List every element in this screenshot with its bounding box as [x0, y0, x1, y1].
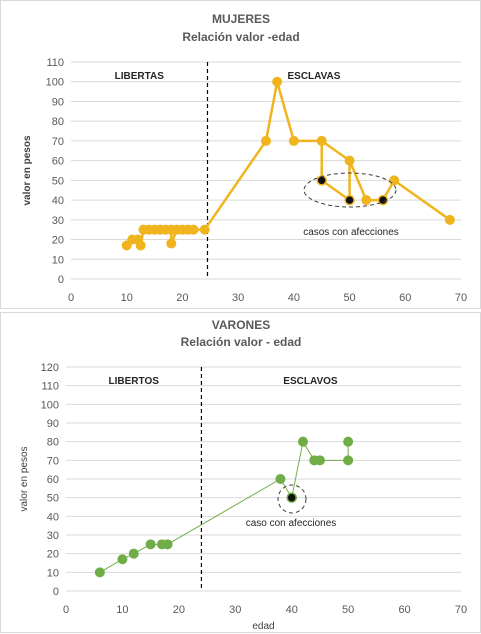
y-tick-label: 70: [52, 136, 64, 148]
x-tick-label: 0: [68, 292, 74, 304]
x-tick-label: 10: [116, 604, 128, 616]
y-tick-label: 100: [41, 399, 59, 411]
x-tick-label: 20: [176, 292, 188, 304]
x-tick-label: 30: [229, 604, 241, 616]
x-tick-label: 40: [286, 604, 298, 616]
y-tick-label: 70: [47, 455, 59, 467]
x-tick-label: 70: [455, 292, 467, 304]
data-point: [117, 554, 128, 565]
y-tick-label: 80: [52, 116, 64, 128]
y-tick-label: 20: [52, 235, 64, 247]
y-tick-label: 50: [47, 493, 59, 505]
y-tick-label: 20: [47, 549, 59, 561]
data-point: [444, 214, 455, 225]
y-tick-label: 60: [52, 156, 64, 168]
y-tick-label: 100: [46, 77, 64, 89]
x-tick-label: 40: [288, 292, 300, 304]
y-tick-label: 90: [47, 418, 59, 430]
y-tick-label: 30: [52, 215, 64, 227]
data-point: [199, 224, 210, 235]
x-tick-label: 20: [173, 604, 185, 616]
data-point: [316, 135, 327, 146]
data-point: [288, 135, 299, 146]
data-point: [275, 474, 286, 484]
y-axis-label: valor en pesos: [19, 446, 30, 511]
data-point: [162, 539, 173, 550]
data-point: [94, 567, 105, 578]
affected-data-point: [344, 194, 355, 206]
chart-subtitle-mujeres: Relación valor -edad: [182, 30, 299, 44]
x-tick-label: 60: [399, 292, 411, 304]
series-line-affected: [320, 179, 351, 202]
data-point: [314, 455, 325, 466]
region-label-right: ESCLAVOS: [283, 376, 338, 387]
y-tick-label: 60: [47, 474, 59, 486]
data-point: [166, 238, 177, 249]
y-tick-label: 90: [52, 96, 64, 108]
chart-mujeres-svg: MUJERES Relación valor -edad 0 10 20 30 40 50 60…: [22, 12, 467, 304]
data-point: [128, 548, 139, 559]
x-tick-label: 50: [343, 292, 355, 304]
y-tick-label: 120: [41, 362, 59, 374]
affected-data-point: [316, 175, 327, 186]
data-point: [389, 175, 400, 186]
x-tick-label: 10: [121, 292, 133, 304]
data-point: [272, 76, 283, 87]
y-tick-label: 10: [47, 567, 59, 579]
series-line: [125, 80, 451, 247]
chart-panel-mujeres: MUJERES Relación valor -edad 0 10 20 30 40 50 60…: [0, 0, 481, 309]
data-point: [145, 539, 156, 550]
chart-title-mujeres: MUJERES: [212, 12, 270, 26]
chart-panel-varones: VARONES Relación valor - edad 0 10 20 30 40 50 6…: [0, 312, 481, 633]
annotation-ellipse: [303, 172, 397, 208]
region-label-left: LIBERTOS: [109, 376, 160, 387]
y-tick-label: 50: [52, 175, 64, 187]
y-tick-label: 0: [58, 274, 64, 286]
chart-subtitle-varones: Relación valor - edad: [181, 335, 302, 349]
data-point: [188, 224, 199, 235]
y-tick-label: 80: [47, 437, 59, 449]
annotation-label: caso con afecciones: [246, 518, 337, 529]
x-tick-label: 30: [232, 292, 244, 304]
region-label-left: LIBERTAS: [115, 71, 165, 82]
x-tick-label: 70: [455, 604, 467, 616]
region-label-right: ESCLAVAS: [287, 71, 340, 82]
x-axis-label: edad: [252, 621, 274, 632]
y-tick-label: 30: [47, 530, 59, 542]
data-point: [343, 455, 354, 466]
annotation-label: casos con afecciones: [303, 227, 399, 238]
x-tick-label: 60: [398, 604, 410, 616]
x-tick-label: 0: [63, 604, 69, 616]
affected-data-point: [286, 492, 297, 503]
data-point: [361, 195, 372, 206]
data-point: [343, 436, 354, 447]
y-tick-label: 110: [41, 381, 59, 393]
y-axis-label: valor en pesos: [22, 135, 33, 205]
y-tick-label: 10: [52, 254, 64, 266]
affected-data-point: [377, 194, 389, 206]
data-point: [261, 135, 271, 146]
chart-title-varones: VARONES: [212, 318, 270, 332]
y-tick-label: 40: [47, 511, 59, 523]
y-tick-label: 40: [52, 195, 64, 207]
data-point: [298, 436, 308, 447]
y-tick-label: 0: [53, 586, 59, 598]
y-tick-label: 110: [46, 57, 64, 69]
data-point: [344, 155, 355, 166]
data-point: [135, 240, 146, 251]
chart-varones-svg: VARONES Relación valor - edad 0 10 20 30 40 50 6…: [19, 318, 467, 632]
x-tick-label: 50: [342, 604, 354, 616]
annotation-ellipse: [277, 484, 307, 514]
